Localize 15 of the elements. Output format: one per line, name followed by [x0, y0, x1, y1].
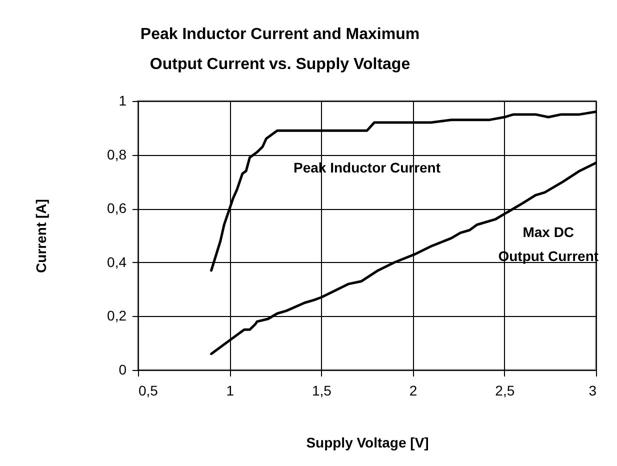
chart-title: Peak Inductor Current and Maximum Output Current vs. Supply Voltage: [140, 26, 420, 73]
y-tick-label: 0,2: [107, 308, 127, 324]
x-tick-label: 1,5: [312, 382, 332, 398]
y-axis-title: Current [A]: [33, 199, 50, 273]
y-tick-label: 1: [118, 92, 127, 108]
y-tick-label: 0: [118, 362, 127, 378]
x-axis-title: Supply Voltage [V]: [306, 434, 429, 450]
x-tick-label: 2: [409, 382, 418, 398]
x-tick-label: 0,5: [138, 382, 158, 398]
x-tick-label: 1: [226, 382, 234, 398]
y-tick-label: 0,8: [107, 146, 127, 162]
x-tick-label: 2,5: [495, 382, 515, 398]
x-tick-label: 3: [588, 382, 597, 398]
y-tick-label: 0,6: [107, 200, 127, 216]
y-tick-label: 0,4: [107, 254, 127, 270]
